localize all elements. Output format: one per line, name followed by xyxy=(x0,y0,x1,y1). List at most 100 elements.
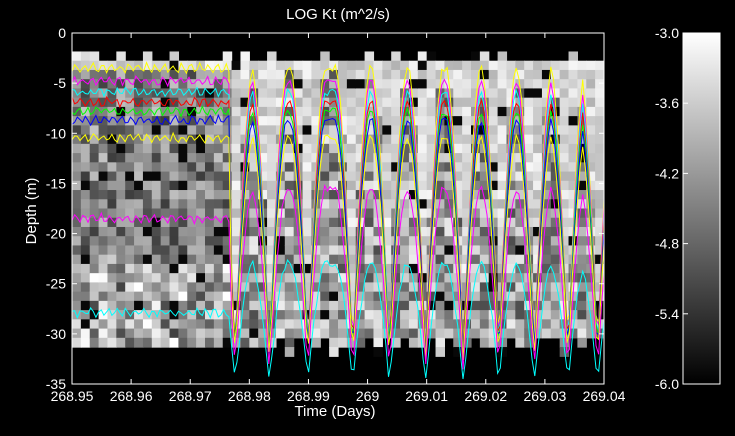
heatmap-cell xyxy=(80,328,91,339)
heatmap-cell xyxy=(240,106,250,117)
heatmap-cell xyxy=(125,236,135,247)
heatmap-cell xyxy=(89,328,100,339)
heatmap-cell xyxy=(329,88,339,99)
heatmap-cell xyxy=(178,190,188,200)
heatmap-cell xyxy=(488,125,499,136)
heatmap-cell xyxy=(142,180,153,191)
heatmap-cell xyxy=(373,199,383,210)
heatmap-cell xyxy=(524,143,534,154)
heatmap-cell xyxy=(196,162,206,173)
heatmap-cell xyxy=(151,254,162,265)
heatmap-cell xyxy=(515,236,525,247)
heatmap-cell xyxy=(205,236,215,247)
heatmap-cell xyxy=(72,162,82,173)
heatmap-cell xyxy=(125,291,135,302)
heatmap-cell xyxy=(400,134,410,145)
heatmap-cell xyxy=(169,116,179,126)
heatmap-cell xyxy=(160,199,171,210)
heatmap-cell xyxy=(222,79,233,90)
heatmap-cell xyxy=(346,79,357,90)
heatmap-cell xyxy=(471,328,481,339)
heatmap-cell xyxy=(400,199,410,210)
heatmap-cell xyxy=(408,254,419,265)
heatmap-cell xyxy=(187,217,197,228)
heatmap-cell xyxy=(524,106,534,117)
heatmap-cell xyxy=(382,208,392,219)
heatmap-cell xyxy=(107,328,117,339)
heatmap-cell xyxy=(284,125,295,136)
heatmap-cell xyxy=(302,190,312,200)
heatmap-cell xyxy=(559,245,570,256)
heatmap-cell xyxy=(125,125,135,136)
heatmap-cell xyxy=(89,254,100,265)
heatmap-cell xyxy=(355,106,366,117)
heatmap-cell xyxy=(293,263,304,274)
heatmap-cell xyxy=(541,300,552,311)
heatmap-cell xyxy=(559,226,570,237)
x-tick-label: 269.01 xyxy=(405,388,448,404)
heatmap-cell xyxy=(577,263,587,274)
heatmap-cell xyxy=(417,208,428,219)
heatmap-cell xyxy=(595,217,604,228)
heatmap-cell xyxy=(559,153,570,163)
heatmap-cell xyxy=(258,162,268,173)
heatmap-cell xyxy=(142,328,153,339)
heatmap-cell xyxy=(178,300,188,311)
heatmap-cell xyxy=(72,300,82,311)
heatmap-cell xyxy=(329,328,339,339)
heatmap-cell xyxy=(417,60,428,71)
heatmap-cell xyxy=(116,190,126,200)
heatmap-cell xyxy=(453,291,463,302)
heatmap-cell xyxy=(80,143,91,154)
heatmap-cell xyxy=(293,310,304,320)
heatmap-cell xyxy=(355,291,366,302)
heatmap-cell xyxy=(107,245,117,256)
heatmap-cell xyxy=(142,69,153,80)
heatmap-cell xyxy=(196,310,206,320)
heatmap-cell xyxy=(559,300,570,311)
heatmap-cell xyxy=(151,180,162,191)
heatmap-cell xyxy=(462,143,472,154)
heatmap-cell xyxy=(408,226,419,237)
heatmap-cell xyxy=(72,60,82,71)
heatmap-cell xyxy=(116,282,126,293)
heatmap-cell xyxy=(426,106,437,117)
heatmap-cell xyxy=(533,245,543,256)
heatmap-cell xyxy=(134,116,144,126)
heatmap-cell xyxy=(506,254,516,265)
heatmap-cell xyxy=(506,236,516,247)
heatmap-cell xyxy=(213,143,224,154)
heatmap-cell xyxy=(213,79,224,90)
heatmap-cell xyxy=(125,134,135,145)
heatmap-cell xyxy=(205,217,215,228)
heatmap-cell xyxy=(382,143,392,154)
heatmap-cell xyxy=(80,282,91,293)
heatmap-cell xyxy=(444,254,454,265)
heatmap-cell xyxy=(550,236,561,247)
heatmap-cell xyxy=(267,60,277,71)
heatmap-cell xyxy=(497,217,508,228)
heatmap-cell xyxy=(169,153,179,163)
heatmap-cell xyxy=(417,337,428,348)
heatmap-cell xyxy=(408,300,419,311)
heatmap-cell xyxy=(258,60,268,71)
heatmap-cell xyxy=(364,291,375,302)
heatmap-cell xyxy=(98,254,109,265)
heatmap-cell xyxy=(222,51,233,62)
contour-line xyxy=(72,86,604,352)
heatmap-cell xyxy=(435,273,445,283)
heatmap-cell xyxy=(453,310,463,320)
heatmap-cell xyxy=(116,171,126,182)
heatmap-cell xyxy=(515,226,525,237)
heatmap-cell xyxy=(98,69,109,80)
heatmap-cell xyxy=(329,208,339,219)
heatmap-cell xyxy=(222,337,233,348)
heatmap-cell xyxy=(364,310,375,320)
heatmap-cell xyxy=(400,310,410,320)
heatmap-cell xyxy=(338,180,348,191)
heatmap-cell xyxy=(338,300,348,311)
heatmap-cell xyxy=(391,291,401,302)
heatmap-cell xyxy=(275,263,286,274)
heatmap-cell xyxy=(160,88,171,99)
heatmap-cell xyxy=(302,60,312,71)
